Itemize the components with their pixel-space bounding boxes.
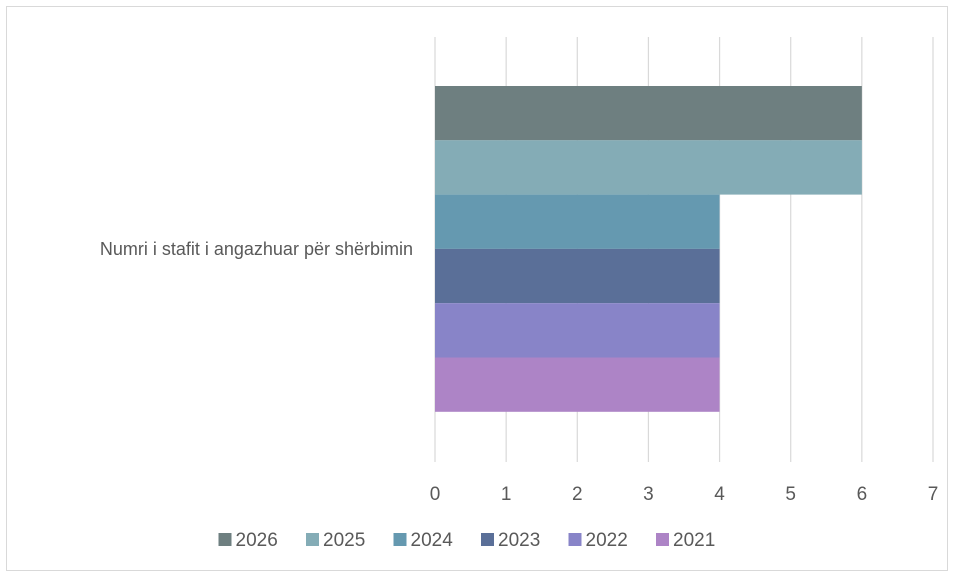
bar-2026	[435, 86, 862, 141]
bar-2025	[435, 140, 862, 195]
x-tick-label-4: 4	[714, 484, 725, 505]
legend-swatch-2023	[481, 533, 494, 546]
bar-2022	[435, 303, 720, 358]
legend-swatch-2024	[393, 533, 407, 546]
legend-swatch-2026	[218, 533, 232, 546]
legend-label-2021: 2021	[673, 530, 715, 551]
x-tick-label-1: 1	[501, 484, 512, 505]
bar-2021	[435, 357, 720, 412]
legend-label-2026: 2026	[236, 530, 278, 551]
legend-label-2023: 2023	[498, 530, 540, 551]
x-tick-label-6: 6	[857, 484, 868, 505]
category-label: Numri i stafit i angazhuar për shërbimin	[100, 239, 413, 259]
legend-swatch-2025	[306, 533, 319, 546]
x-tick-label-2: 2	[572, 484, 583, 505]
legend-swatch-2021	[656, 533, 669, 546]
x-tick-label-7: 7	[928, 484, 939, 505]
x-tick-label-5: 5	[785, 484, 796, 505]
legend-label-2024: 2024	[411, 530, 454, 551]
legend-label-2022: 2022	[586, 530, 628, 551]
x-tick-label-0: 0	[430, 484, 441, 505]
legend-label-2025: 2025	[323, 530, 365, 551]
bar-2023	[435, 248, 720, 304]
bar-2024	[435, 194, 720, 249]
x-tick-label-3: 3	[643, 484, 654, 505]
legend-swatch-2022	[568, 533, 582, 546]
